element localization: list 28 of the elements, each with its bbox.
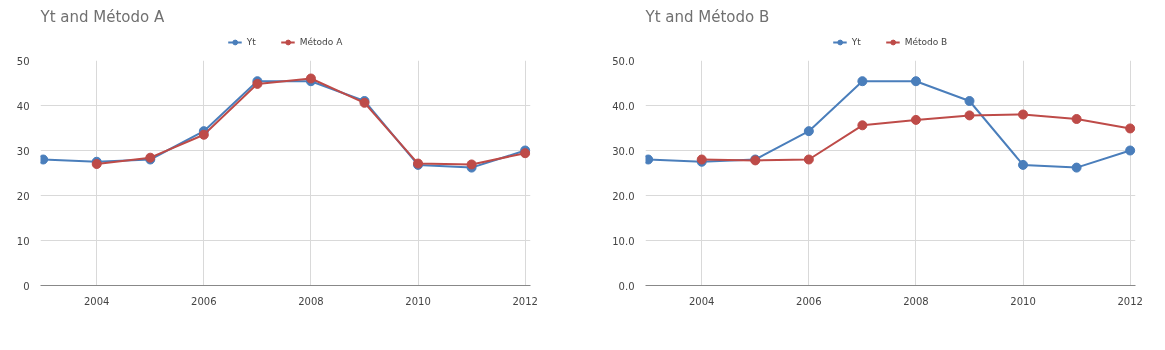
x-tick-label: 2004 (689, 295, 715, 307)
y-tick-label: 0 (23, 280, 30, 292)
x-tick-label: 2010 (1010, 295, 1036, 307)
y-tick-label: 20.0 (612, 190, 635, 202)
y-tick-label: 30 (16, 145, 30, 157)
legend-label: Método B (904, 36, 948, 48)
y-tick-label: 20 (16, 190, 30, 202)
x-tick-label: 2006 (191, 295, 217, 307)
y-tick-label: 50 (16, 55, 30, 67)
x-tick-label: 2004 (84, 295, 110, 307)
y-tick-label: 10.0 (612, 235, 635, 247)
x-tick-label: 2012 (1117, 295, 1143, 307)
x-tick-label: 2010 (405, 295, 431, 307)
x-tick-label: 2012 (512, 295, 538, 307)
x-tick-label: 2008 (298, 295, 324, 307)
y-tick-label: 10 (16, 235, 30, 247)
y-tick-label: 50.0 (612, 55, 635, 67)
y-tick-label: 40.0 (612, 100, 635, 112)
chart-title: Yt and Método B (644, 7, 770, 26)
x-tick-label: 2006 (796, 295, 822, 307)
legend-label: Yt (246, 36, 257, 48)
legend-label: Método A (299, 36, 343, 48)
chart-title: Yt and Método A (39, 7, 165, 26)
y-tick-label: 30.0 (612, 145, 635, 157)
y-tick-label: 40 (16, 100, 30, 112)
legend-label: Yt (851, 36, 862, 48)
x-tick-label: 2008 (903, 295, 929, 307)
y-tick-label: 0.0 (618, 280, 635, 292)
